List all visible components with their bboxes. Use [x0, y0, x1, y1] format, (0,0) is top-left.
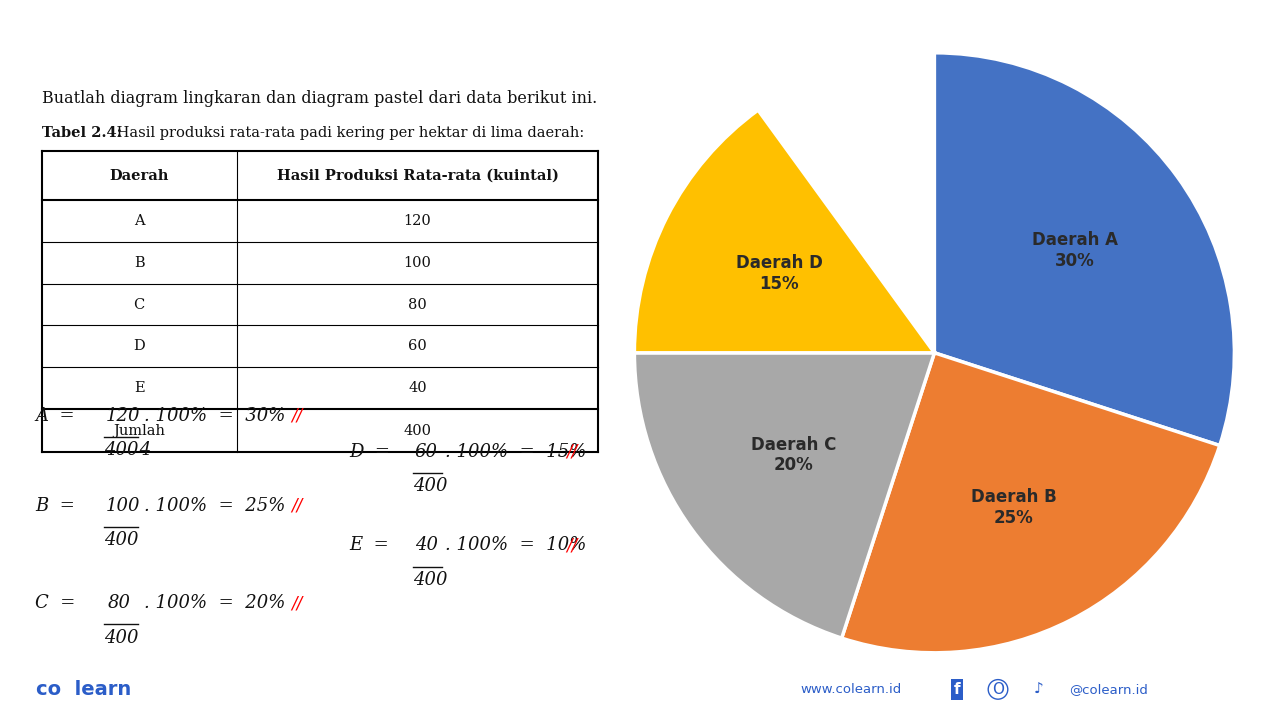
Text: //: //	[566, 536, 577, 554]
Text: www.colearn.id: www.colearn.id	[800, 683, 901, 696]
Text: 100: 100	[106, 497, 140, 515]
Text: E  =: E =	[348, 536, 389, 554]
Text: 400: 400	[104, 441, 138, 459]
Text: 80: 80	[408, 297, 428, 312]
Text: //: //	[292, 407, 302, 425]
Text: 60: 60	[408, 339, 428, 354]
Text: 40: 40	[408, 381, 428, 395]
Text: E: E	[134, 381, 145, 395]
Text: Daerah B
25%: Daerah B 25%	[970, 488, 1056, 527]
Text: 80: 80	[108, 594, 131, 612]
Text: Hasil produksi rata-rata padi kering per hektar di lima daerah:: Hasil produksi rata-rata padi kering per…	[113, 126, 584, 140]
Wedge shape	[758, 53, 934, 353]
Text: C: C	[133, 297, 145, 312]
Text: 400: 400	[412, 477, 447, 495]
Text: 400: 400	[104, 531, 138, 549]
Text: B  =: B =	[36, 497, 76, 515]
Text: . 100%  =  15%: . 100% = 15%	[445, 443, 586, 461]
Wedge shape	[635, 110, 934, 353]
Text: f: f	[954, 682, 960, 697]
Text: co  learn: co learn	[36, 680, 131, 699]
Text: 60: 60	[415, 443, 438, 461]
Text: //: //	[566, 443, 577, 461]
Text: . 100%  =  10%: . 100% = 10%	[445, 536, 586, 554]
Text: 120: 120	[106, 407, 140, 425]
Text: A: A	[134, 214, 145, 228]
Text: 400: 400	[412, 571, 447, 589]
Text: . 100%  =  20%: . 100% = 20%	[143, 594, 285, 612]
Wedge shape	[934, 53, 1234, 446]
Text: 120: 120	[403, 214, 431, 228]
Text: 4: 4	[134, 441, 151, 459]
Text: C  =: C =	[36, 594, 76, 612]
Text: Tabel 2.4:: Tabel 2.4:	[41, 126, 122, 140]
Text: D: D	[133, 339, 145, 354]
Text: Daerah: Daerah	[110, 168, 169, 183]
Text: . 100%  =  30%: . 100% = 30%	[143, 407, 285, 425]
Text: //: //	[292, 497, 302, 515]
Wedge shape	[842, 353, 1220, 653]
Text: Daerah C
20%: Daerah C 20%	[751, 436, 836, 474]
Text: Daerah D
15%: Daerah D 15%	[736, 254, 823, 293]
Text: Daerah A
30%: Daerah A 30%	[1032, 231, 1119, 270]
Text: B: B	[134, 256, 145, 270]
Text: 40: 40	[415, 536, 438, 554]
Text: Hasil Produksi Rata-rata (kuintal): Hasil Produksi Rata-rata (kuintal)	[276, 168, 558, 183]
Text: 100: 100	[403, 256, 431, 270]
Text: Jumlah: Jumlah	[113, 423, 165, 438]
Text: @colearn.id: @colearn.id	[1069, 683, 1148, 696]
Wedge shape	[635, 353, 934, 638]
Text: //: //	[292, 594, 302, 612]
Text: A  =: A =	[36, 407, 74, 425]
Text: ♪: ♪	[1034, 682, 1044, 697]
Text: . 100%  =  25%: . 100% = 25%	[143, 497, 285, 515]
Text: D  =: D =	[348, 443, 390, 461]
Text: Buatlah diagram lingkaran dan diagram pastel dari data berikut ini.: Buatlah diagram lingkaran dan diagram pa…	[42, 90, 598, 107]
Text: 400: 400	[403, 423, 431, 438]
Text: O: O	[992, 682, 1004, 697]
Text: 400: 400	[104, 629, 138, 647]
